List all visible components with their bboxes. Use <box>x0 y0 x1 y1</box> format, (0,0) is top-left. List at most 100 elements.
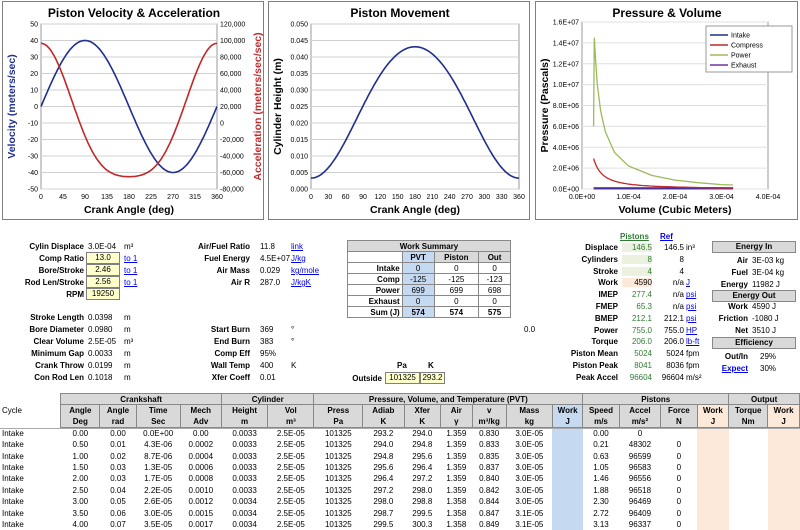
table-cell: 3.00 <box>72 497 89 507</box>
field-unit[interactable]: J/kgK <box>291 278 312 287</box>
table-cell <box>697 461 729 474</box>
table-cell: 0.0033 <box>232 474 257 484</box>
field-unit[interactable]: kg/mole <box>291 266 320 275</box>
energy-in-header: Energy In <box>712 241 796 253</box>
work-cell: 698 <box>478 284 511 296</box>
y-tick: 0.010 <box>290 154 308 161</box>
unit-header: Deg <box>60 416 101 429</box>
y-tick: 0.050 <box>290 22 308 29</box>
table-cell: 0 <box>676 508 682 518</box>
table-cell: 0.0033 <box>232 451 257 461</box>
field-label: Fuel Energy <box>204 254 250 263</box>
field-value: 4.5E+07 <box>260 254 291 263</box>
table-cell <box>552 484 583 497</box>
outside-pressure-input[interactable]: 101325 <box>385 372 420 384</box>
unit-header: m³/kg <box>471 416 507 429</box>
pistons-value: 4 <box>622 266 652 276</box>
table-cell: 0.0010 <box>188 485 214 495</box>
field-unit[interactable]: to 1 <box>124 266 138 275</box>
field-value: 0.1018 <box>88 373 113 382</box>
table-cell: 96409 <box>628 508 652 518</box>
y-axis-label: Pressure (Pascals) <box>539 59 551 153</box>
field-unit[interactable]: J <box>686 278 690 288</box>
velocity-chart: Piston Velocity & Acceleration 50 40 30 20 10… <box>2 1 264 220</box>
field-input[interactable]: 2.46 <box>86 264 120 276</box>
field-label: Con Rod Len <box>34 373 84 382</box>
x-tick: 180 <box>123 194 135 201</box>
column-header: Work <box>767 404 800 417</box>
table-cell: 101325 <box>324 519 352 529</box>
work-row: Power 699 699 698 <box>347 284 511 296</box>
legend-label: Compress <box>731 43 763 50</box>
ref-value: 8 <box>679 254 684 264</box>
field-input[interactable]: 2.56 <box>86 276 120 288</box>
table-cell <box>552 461 583 474</box>
y-tick: 1.4E+07 <box>553 40 579 47</box>
acceleration-series <box>40 42 218 178</box>
table-cell: 0.0006 <box>188 463 214 473</box>
chart-title: Piston Velocity & Acceleration <box>48 6 220 20</box>
unit-header: K <box>362 416 405 429</box>
compress-series <box>592 158 734 189</box>
table-cell: 1.00 <box>72 451 89 461</box>
pistons-value: 277.4 <box>631 290 652 300</box>
table-cell <box>729 473 768 484</box>
field-unit[interactable]: HP <box>686 325 698 335</box>
field-unit[interactable]: lb-ft <box>686 337 700 347</box>
unit-header: kg <box>505 416 553 429</box>
field-unit[interactable]: link <box>291 242 304 251</box>
ref-value: n/a <box>672 302 684 311</box>
field-unit[interactable]: J/kg <box>291 254 306 263</box>
table-cell <box>767 450 800 462</box>
x-tick: 150 <box>392 194 404 201</box>
column-header: Adiab <box>362 404 405 417</box>
table-row: Intake 2.50 0.04 2.2E-05 0.0010 0.0033 2.5E-05… <box>0 484 800 497</box>
ref-value: n/a <box>672 290 684 300</box>
field-unit[interactable]: psi <box>686 313 697 323</box>
field-input[interactable]: 13.0 <box>86 252 120 264</box>
expect-link[interactable]: Expect <box>721 364 748 373</box>
table-cell: 0.0002 <box>188 440 214 450</box>
energy-label: Energy <box>720 280 748 289</box>
field-unit: m <box>124 373 131 382</box>
ref-link[interactable]: Ref <box>660 232 673 241</box>
y-axis-label: Cylinder Height (m) <box>272 58 284 155</box>
x-tick: 0 <box>39 194 43 201</box>
y-tick-left: -20 <box>28 137 38 144</box>
pressure-chart: Pressure & Volume 1.6E+07 1.4E+07 1.2E+07 1.… <box>535 1 798 220</box>
table-cell: 101325 <box>324 451 352 461</box>
table-cell: 0.835 <box>479 451 500 461</box>
table-cell <box>697 427 729 440</box>
y-tick: 1.0E+07 <box>553 82 579 89</box>
table-cell: 3.0E-05 <box>515 440 544 450</box>
unit-header: m <box>220 416 269 429</box>
y-tick: 0.005 <box>290 170 308 177</box>
x-axis-label: Crank Angle (deg) <box>370 204 460 216</box>
table-cell: 0 <box>676 440 682 450</box>
table-cell: 294.8 <box>373 451 394 461</box>
y-tick-right: -80,000 <box>220 187 244 194</box>
col-piston: Piston <box>433 251 480 263</box>
field-label: End Burn <box>214 337 250 346</box>
field-label: Minimum Gap <box>31 349 84 358</box>
field-unit[interactable]: to 1 <box>124 254 138 263</box>
table-cell <box>729 519 768 530</box>
table-cell: 3.1E-05 <box>515 519 544 529</box>
table-cell <box>767 484 800 497</box>
work-cell: -125 <box>401 273 435 285</box>
field-unit[interactable]: psi <box>686 302 697 311</box>
group-header: Pistons <box>582 392 730 406</box>
field-input[interactable]: 19250 <box>86 288 120 300</box>
table-cell: 297.2 <box>373 485 394 495</box>
x-tick: 60 <box>342 194 350 201</box>
table-cell <box>697 507 729 519</box>
table-cell: 1.05 <box>593 463 609 473</box>
field-unit[interactable]: psi <box>686 290 697 300</box>
y-tick-right: 40,000 <box>220 88 242 95</box>
table-cell: 0.63 <box>593 451 609 461</box>
outside-temp-input[interactable]: 293.2 <box>420 372 445 384</box>
ref-value: 8036 <box>666 361 684 370</box>
field-unit[interactable]: to 1 <box>124 278 138 287</box>
group-header: Output <box>728 392 800 406</box>
table-cell: 1.359 <box>446 440 467 450</box>
